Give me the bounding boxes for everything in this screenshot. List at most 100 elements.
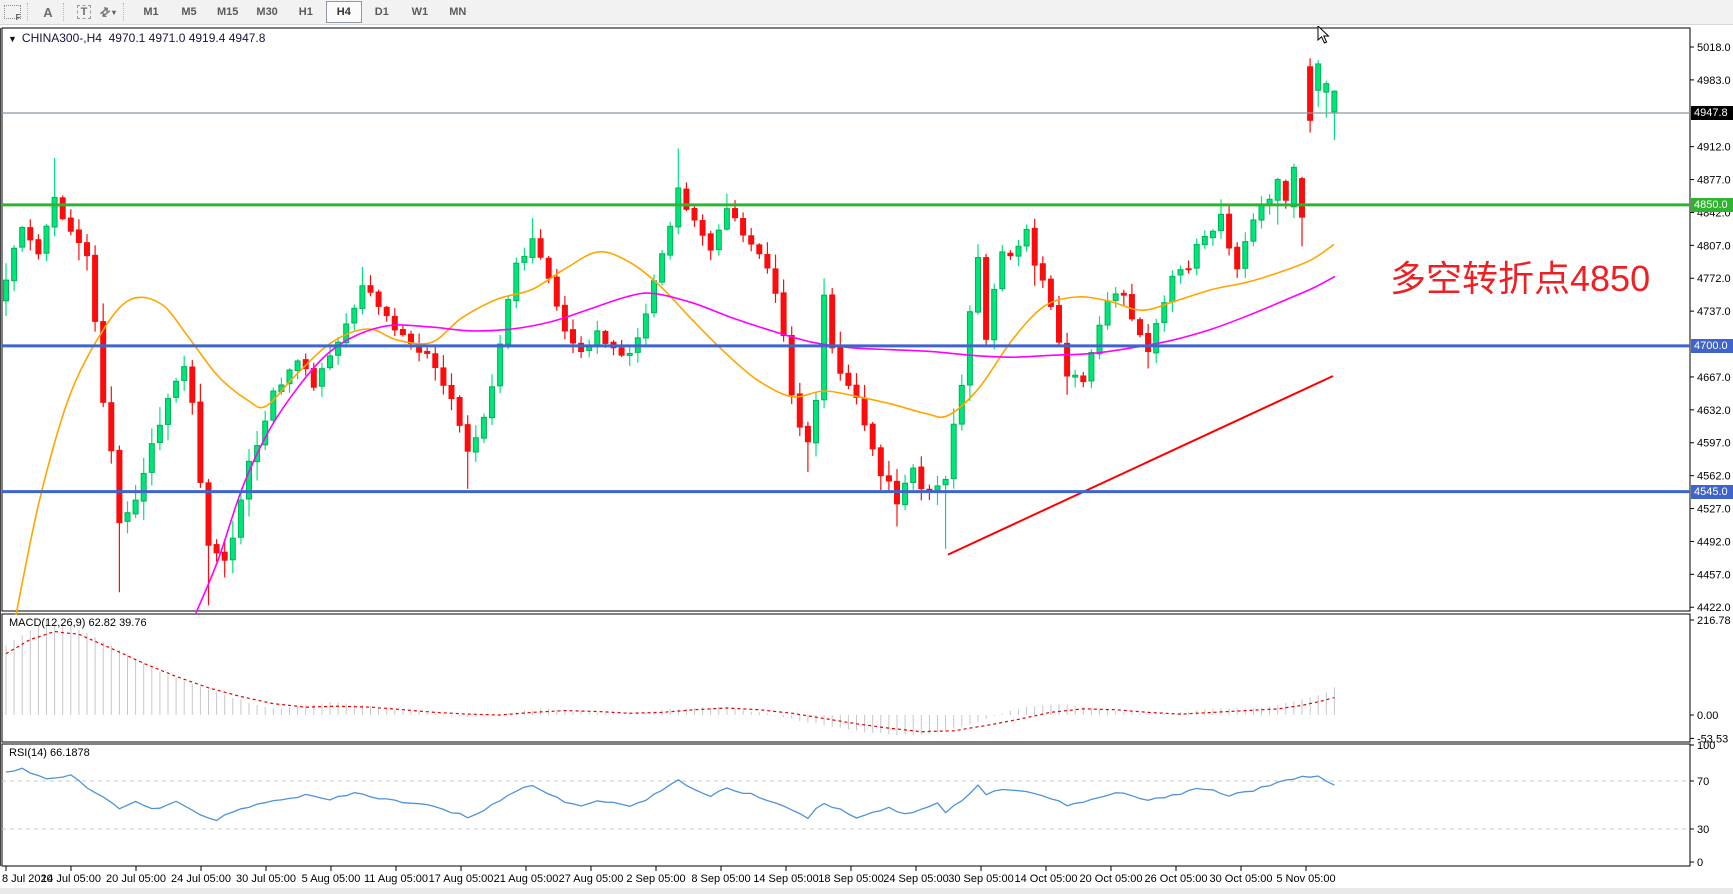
candle-bull (3, 279, 9, 302)
main-panel[interactable] (1, 27, 1691, 612)
candle-bull (1177, 269, 1184, 276)
price-tick-label: 4807.0 (1697, 240, 1731, 252)
price-level-badge: 4850.0 (1691, 197, 1733, 212)
candle-bull (813, 399, 819, 444)
candle-bear (302, 359, 309, 370)
candle-bear (448, 384, 455, 400)
timeframe-w1-button[interactable]: W1 (411, 6, 429, 18)
ma-slow-line[interactable] (195, 275, 1336, 614)
timeframe-m30-button[interactable]: M30 (256, 6, 278, 18)
timeframe-h4-button[interactable]: H4 (325, 1, 362, 23)
candle-bull (1201, 235, 1208, 246)
rsi-panel[interactable] (1, 743, 1691, 867)
rsi-tick-label: 0 (1697, 857, 1703, 869)
macd-tick-label: 0.00 (1697, 710, 1718, 722)
text-label-icon: T (76, 5, 92, 19)
macd-signal-line (5, 631, 1335, 733)
candle-bear (1064, 342, 1071, 377)
candle-bull (43, 225, 50, 254)
candle-bull (480, 416, 487, 439)
price-tick-label: 4737.0 (1697, 306, 1731, 318)
candle-bull (723, 208, 730, 230)
candle-bear (618, 347, 625, 356)
candle-bull (651, 280, 657, 314)
candle-bear (464, 424, 471, 452)
candle-bear (92, 254, 99, 322)
ma-fast-line[interactable] (15, 243, 1335, 615)
candle-bull (594, 330, 601, 346)
candle-bear (1185, 268, 1192, 271)
price-level-badge: 4700.0 (1691, 338, 1733, 353)
rsi-panel-divider[interactable] (0, 741, 1690, 745)
candle-bull (942, 478, 949, 486)
candle-bull (132, 499, 139, 515)
candle-bull (1088, 352, 1095, 382)
candle-bull (1274, 179, 1281, 201)
chart-shift-icon: F (3, 5, 21, 22)
rsi-indicator-label: RSI(14) 66.1878 (9, 747, 90, 759)
timeframe-h1-button[interactable]: H1 (298, 6, 313, 18)
candle-bear (189, 366, 196, 403)
candle-bear (1299, 178, 1305, 218)
time-tick-label: 30 Jul 05:00 (236, 873, 296, 885)
candle-bull (1315, 63, 1322, 91)
chart-title: ▼ CHINA300-,H4 4970.1 4971.0 4919.4 4947.… (8, 31, 265, 45)
timeframe-d1-button[interactable]: D1 (374, 6, 389, 18)
rsi-tick-label: 30 (1697, 824, 1709, 836)
candle-bull (148, 443, 155, 473)
candle-bear (699, 220, 706, 236)
candle-bear (748, 235, 755, 245)
rsi-tick-label: 70 (1697, 776, 1709, 788)
arrows-icon: ⇄ (96, 3, 114, 21)
trend-line[interactable] (947, 375, 1334, 556)
price-tick-label: 4597.0 (1697, 438, 1731, 450)
timeframe-m5-button[interactable]: M5 (181, 6, 197, 18)
time-tick-label: 14 Jul 05:00 (41, 873, 101, 885)
symbol-dropdown-icon[interactable]: ▼ (8, 34, 17, 44)
time-tick-label: 5 Nov 05:00 (1276, 873, 1335, 885)
candle-bear (869, 423, 876, 450)
price-tick-label: 5018.0 (1697, 42, 1731, 54)
time-tick-label: 30 Oct 05:00 (1210, 873, 1273, 885)
price-tick-label: 4877.0 (1697, 175, 1731, 187)
candle-bull (529, 238, 536, 258)
candle-bear (1307, 66, 1314, 121)
candle-bull (950, 423, 957, 480)
time-tick-label: 2 Sep 05:00 (626, 873, 685, 885)
rsi-line (5, 767, 1335, 822)
macd-panel-divider[interactable] (0, 611, 1690, 615)
timeframe-mn-button[interactable]: MN (449, 6, 467, 18)
price-tick-label: 4527.0 (1697, 504, 1731, 516)
macd-name: MACD(12,26,9) (9, 617, 86, 629)
candle-bear (885, 475, 892, 482)
text-annotation-button[interactable]: A (43, 4, 53, 20)
text-label-button[interactable]: T (73, 1, 95, 23)
price-tick-label: 4562.0 (1697, 471, 1731, 483)
timeframe-m15-button[interactable]: M15 (217, 6, 239, 18)
arrows-tool-button[interactable]: ⇄ ▾ (97, 1, 119, 23)
chevron-down-icon: ▾ (112, 7, 117, 17)
macd-indicator-label: MACD(12,26,9) 62.82 39.76 (9, 617, 147, 629)
rsi-name: RSI(14) (9, 747, 47, 759)
candle-bear (197, 401, 204, 483)
chart-text-annotation[interactable]: 多空转折点4850 (1390, 258, 1651, 299)
candle-bear (1128, 294, 1135, 320)
time-tick-label: 30 Sep 05:00 (948, 873, 1013, 885)
candle-bear (424, 350, 431, 354)
candle-bull (489, 386, 495, 419)
macd-panel[interactable] (1, 613, 1691, 743)
timeframe-m1-button[interactable]: M1 (143, 6, 159, 18)
candle-bull (675, 187, 682, 228)
candle-bear (1039, 263, 1046, 281)
chart-shift-button[interactable]: F (1, 1, 23, 23)
candle-bull (472, 437, 479, 453)
candle-bull (270, 390, 277, 421)
candle-bull (1290, 166, 1297, 208)
candle-bear (213, 544, 220, 554)
candle-bear (740, 217, 747, 236)
price-tick-label: 4422.0 (1697, 602, 1731, 614)
candle-bear (1047, 278, 1054, 307)
candle-bull (19, 226, 26, 248)
candle-bull (1112, 293, 1119, 301)
